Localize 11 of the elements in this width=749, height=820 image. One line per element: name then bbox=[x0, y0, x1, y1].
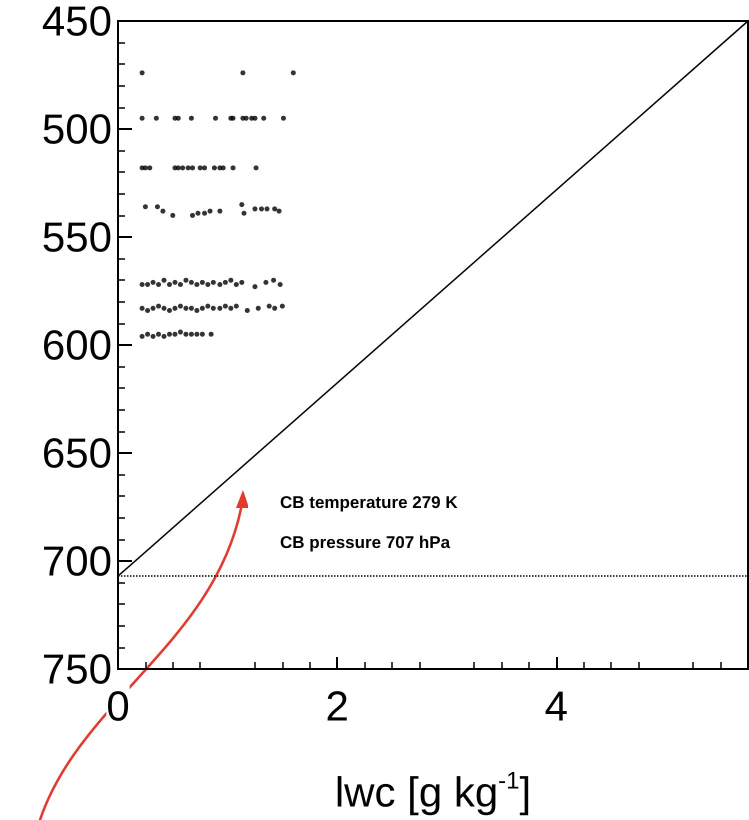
x-tick-label: 2 bbox=[325, 682, 349, 730]
annotation: CB temperature 279 K bbox=[280, 493, 458, 512]
x-tick-label: 0 bbox=[106, 682, 130, 730]
annotation: CB pressure 707 hPa bbox=[280, 533, 451, 552]
y-tick-label: 550 bbox=[42, 214, 112, 260]
y-tick-label: 450 bbox=[42, 0, 112, 44]
x-tick-label: 4 bbox=[544, 682, 568, 730]
y-tick-label: 500 bbox=[42, 106, 112, 152]
y-tick-label: 700 bbox=[42, 538, 112, 584]
y-tick-label: 650 bbox=[42, 430, 112, 476]
y-tick-label: 600 bbox=[42, 322, 112, 368]
